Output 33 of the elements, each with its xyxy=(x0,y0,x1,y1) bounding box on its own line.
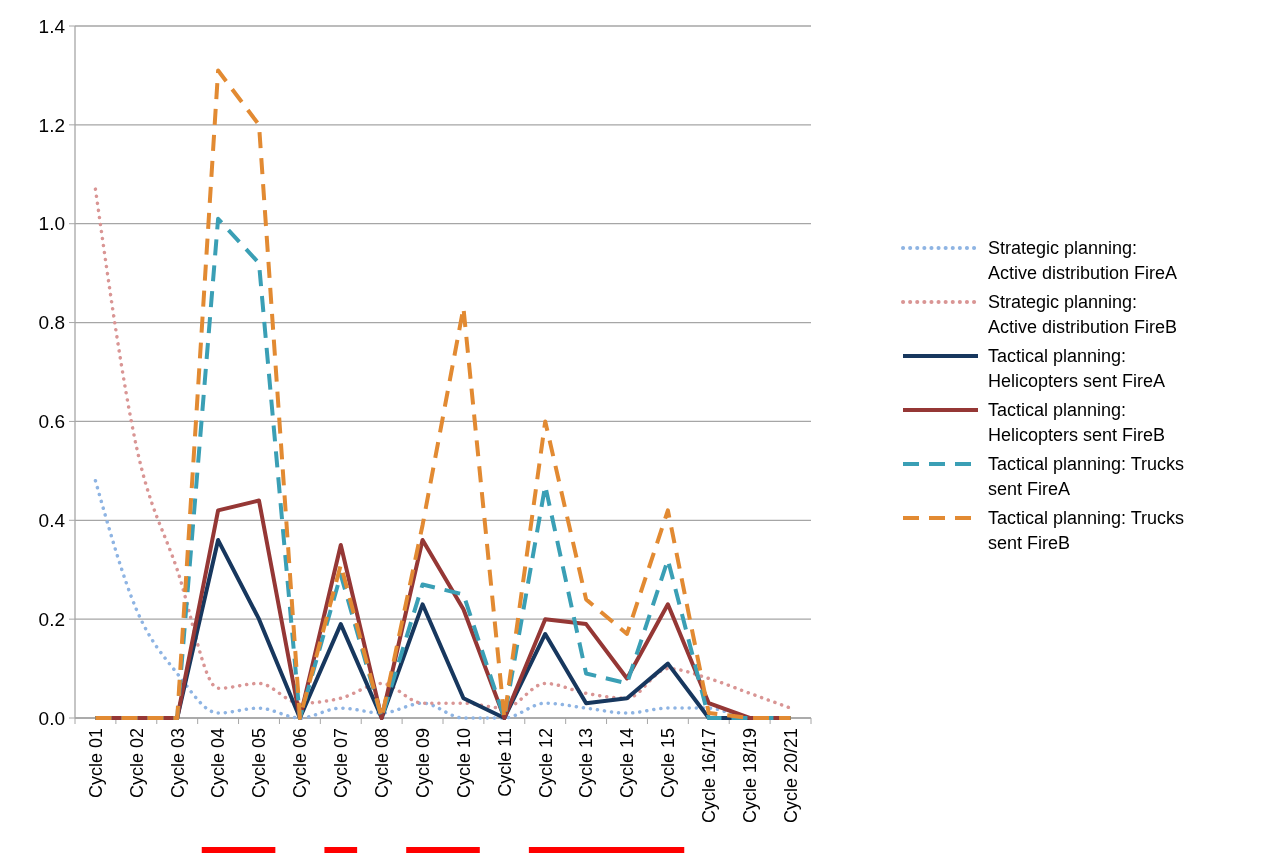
x-tick-label: Cycle 15 xyxy=(658,728,679,799)
legend-label: Tactical planning: Helicopters sent FireA xyxy=(988,346,1166,392)
legend-label: Strategic planning: Active distribution FireA xyxy=(988,238,1178,284)
x-tick-label: Cycle 11 xyxy=(494,728,515,797)
line-series xyxy=(93,68,793,720)
x-tick-label: Cycle 20/21 xyxy=(780,728,801,824)
y-tick-label: 1.2 xyxy=(38,114,65,136)
legend-label: Tactical planning: Helicopters sent FireB xyxy=(988,400,1166,446)
legend-label: Tactical planning: Trucks sent FireA xyxy=(988,454,1185,500)
x-tick-label: Cycle 04 xyxy=(208,728,229,799)
x-tick-label: Cycle 03 xyxy=(167,728,188,799)
x-tick-label: Cycle 12 xyxy=(535,728,556,799)
x-tick-label: Cycle 18/19 xyxy=(739,728,760,824)
x-tick-label: Cycle 07 xyxy=(331,728,352,799)
y-tick-label: 0.0 xyxy=(38,707,65,729)
y-tick-label: 0.8 xyxy=(38,312,65,334)
x-tick-label: Cycle 09 xyxy=(412,728,433,799)
x-tick-label: Cycle 16/17 xyxy=(699,728,720,824)
x-tick-label: Cycle 10 xyxy=(453,728,474,799)
y-tick-label: 0.6 xyxy=(38,411,65,433)
x-tick-label: Cycle 05 xyxy=(249,728,270,799)
legend-label: Strategic planning: Active distribution FireB xyxy=(988,292,1178,338)
legend-label: Tactical planning: Trucks sent FireB xyxy=(988,508,1185,554)
x-tick-label: Cycle 08 xyxy=(371,728,392,799)
y-tick-label: 0.4 xyxy=(38,509,66,531)
y-tick-label: 0.2 xyxy=(38,608,65,630)
x-tick-label: Cycle 01 xyxy=(85,728,106,799)
y-tick-label: 1.4 xyxy=(38,15,66,37)
x-tick-label: Cycle 02 xyxy=(126,728,147,799)
x-tick-label: Cycle 13 xyxy=(576,728,597,799)
x-tick-label: Cycle 06 xyxy=(290,728,311,799)
y-tick-label: 1.0 xyxy=(38,213,65,235)
x-tick-label: Cycle 14 xyxy=(617,728,638,799)
